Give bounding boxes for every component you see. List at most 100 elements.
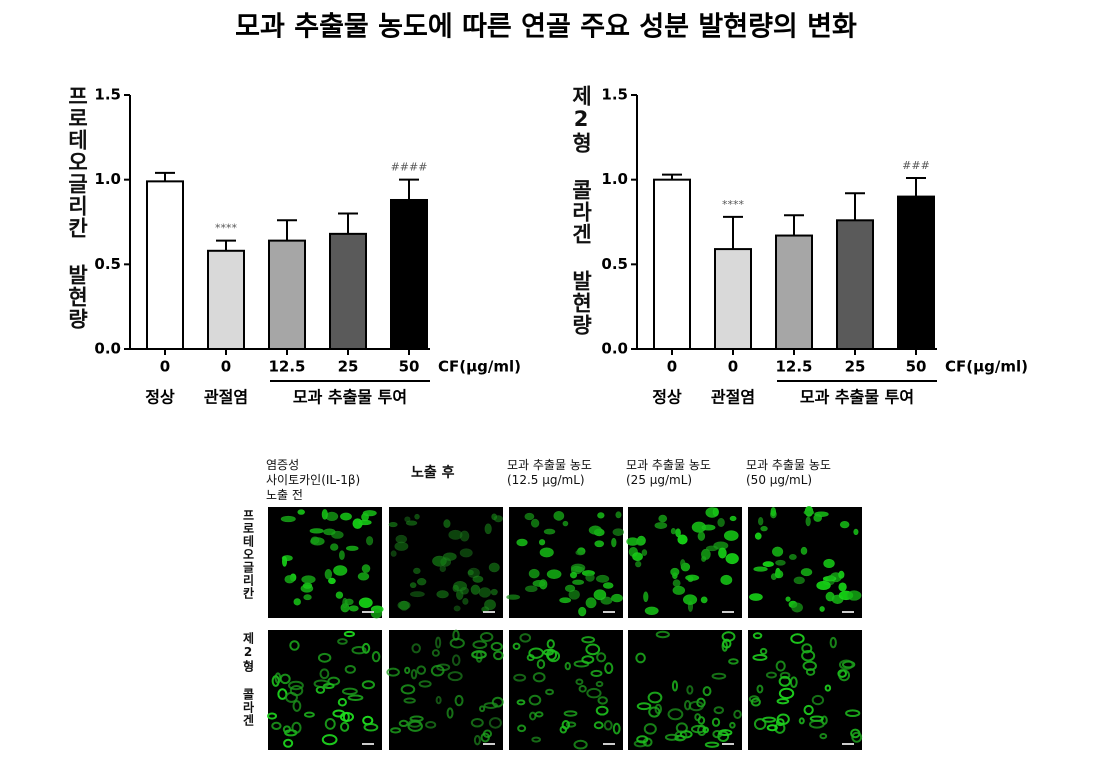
cell (725, 553, 739, 565)
cell (775, 718, 785, 727)
cell (284, 575, 295, 584)
group-label: 모과 추출물 투여 (800, 388, 914, 407)
cell (443, 519, 451, 528)
cell (675, 528, 681, 538)
cell (805, 516, 811, 527)
cell (775, 559, 786, 566)
cell (803, 704, 814, 716)
cell (838, 659, 854, 670)
x-tick-label: 25 (338, 358, 359, 376)
cell (636, 702, 652, 711)
cell (635, 652, 646, 664)
cell (585, 643, 601, 656)
cell (829, 636, 837, 649)
cell (776, 713, 790, 725)
cell (340, 721, 350, 732)
cell (341, 687, 358, 696)
cell (516, 699, 526, 706)
cell (811, 694, 825, 706)
cell (530, 518, 540, 528)
cell (506, 594, 521, 600)
cell (677, 534, 688, 545)
cell (718, 547, 727, 559)
micrograph (748, 630, 862, 750)
cell (728, 658, 739, 665)
cell (575, 566, 585, 573)
cell (565, 721, 577, 728)
cell (603, 582, 614, 589)
cell (845, 709, 861, 718)
cell (435, 695, 442, 705)
cell (370, 608, 383, 619)
cell (310, 536, 320, 544)
cell (279, 673, 291, 685)
cell (801, 650, 816, 662)
cell (564, 584, 576, 593)
cell (339, 711, 355, 723)
y-tick-label: 0.5 (94, 255, 121, 273)
cell (612, 528, 625, 536)
bar (207, 249, 245, 350)
cell (729, 721, 736, 729)
cell (371, 651, 381, 663)
cell (343, 630, 355, 638)
cell (459, 548, 473, 558)
cell (647, 691, 663, 704)
cell (390, 727, 402, 734)
cell (641, 549, 648, 556)
cell (418, 680, 432, 688)
y-tick-label: 1.5 (94, 86, 121, 104)
cell (672, 585, 686, 595)
cell (456, 589, 464, 600)
cell (717, 517, 725, 527)
cell (838, 582, 847, 592)
cell (615, 511, 622, 519)
cell (512, 642, 521, 650)
cell (594, 540, 605, 548)
y-axis-label: 제2형 콜라겐 발현량 (569, 85, 593, 336)
cell (819, 733, 828, 740)
image-column-label: 모과 추출물 농도 (25 μg/mL) (626, 458, 711, 487)
cell (686, 685, 694, 695)
cell (705, 545, 718, 552)
cell (361, 680, 376, 690)
cell (697, 531, 706, 541)
x-tick-label: 0 (221, 358, 231, 376)
cell (838, 570, 845, 579)
cell (595, 705, 609, 716)
cell (588, 525, 602, 535)
figure-title: 모과 추출물 농도에 따른 연골 주요 성분 발현량의 변화 (235, 12, 857, 43)
cell (593, 721, 604, 730)
y-tick-label: 1.0 (601, 170, 628, 188)
cell (366, 536, 374, 546)
cell (516, 538, 528, 547)
cell (766, 724, 778, 732)
cell (611, 537, 617, 548)
cell (323, 528, 336, 536)
cell (723, 530, 739, 541)
cell (636, 735, 649, 744)
cell (493, 650, 504, 661)
cell (573, 739, 588, 750)
cell (760, 526, 768, 532)
cell (838, 669, 851, 682)
cell (534, 711, 544, 718)
group-label: 관절염 (204, 388, 248, 407)
cell (658, 514, 668, 523)
cell (712, 729, 723, 739)
cell (462, 597, 469, 605)
cell (586, 687, 602, 699)
y-tick-label: 1.0 (94, 170, 121, 188)
cell (528, 647, 544, 659)
cell (330, 543, 339, 551)
cell (289, 684, 304, 697)
cell (480, 732, 490, 743)
cell (546, 569, 562, 579)
cell (597, 512, 605, 519)
cell (403, 697, 416, 704)
cell (612, 722, 621, 735)
x-unit-label: CF(μg/ml) (945, 358, 1028, 376)
cell (333, 565, 348, 576)
image-row-label: 프로테오글리칸 (241, 509, 255, 600)
